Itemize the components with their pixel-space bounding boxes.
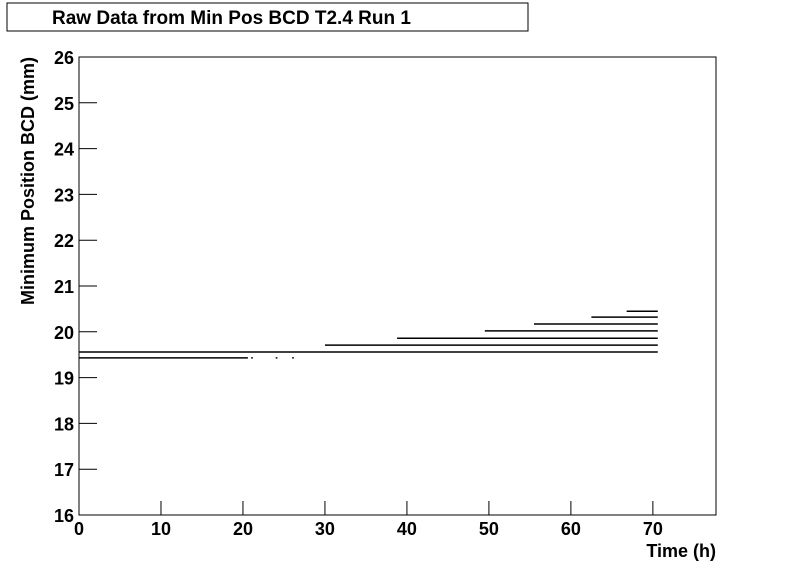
y-tick-label: 20 — [54, 323, 74, 343]
y-tick-label: 16 — [54, 506, 74, 526]
y-tick-label: 21 — [54, 277, 74, 297]
x-tick-label: 60 — [561, 519, 581, 539]
y-tick-label: 26 — [54, 48, 74, 68]
data-line — [79, 310, 658, 359]
y-tick-label: 25 — [54, 94, 74, 114]
y-axis-label: Minimum Position BCD (mm) — [18, 57, 38, 305]
x-tick-label: 10 — [151, 519, 171, 539]
plot-frame — [78, 56, 717, 516]
y-tick-label: 18 — [54, 414, 74, 434]
x-tick-label: 20 — [233, 519, 253, 539]
y-tick-label: 24 — [54, 140, 74, 160]
x-tick-label: 50 — [479, 519, 499, 539]
y-tick-label: 19 — [54, 369, 74, 389]
chart-title: Raw Data from Min Pos BCD T2.4 Run 1 — [52, 8, 411, 29]
x-tick-label: 70 — [643, 519, 663, 539]
x-tick-label: 40 — [397, 519, 417, 539]
y-tick-label: 22 — [54, 231, 74, 251]
title-box — [6, 2, 529, 32]
y-tick-label: 17 — [54, 460, 74, 480]
y-tick-label: 23 — [54, 185, 74, 205]
x-axis-label: Time (h) — [646, 541, 716, 561]
x-tick-label: 30 — [315, 519, 335, 539]
x-tick-label: 0 — [74, 519, 84, 539]
